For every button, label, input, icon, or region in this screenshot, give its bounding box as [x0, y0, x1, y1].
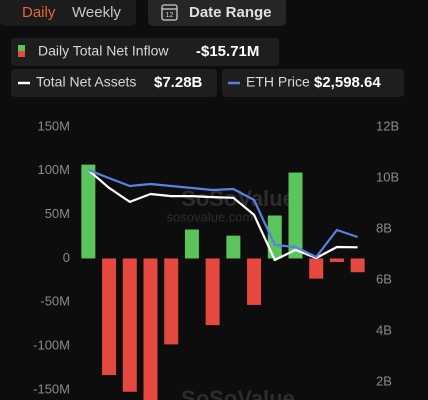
bar	[205, 258, 220, 326]
bar	[81, 164, 96, 259]
bar	[350, 258, 365, 273]
line	[87, 169, 358, 262]
watermark: SoSoValue	[181, 186, 295, 211]
legend-label[interactable]: Daily Total Net Inflow	[38, 43, 169, 59]
bar	[267, 215, 282, 259]
y-tick-label: -100M	[33, 338, 70, 353]
bar	[288, 172, 303, 259]
date-range-label[interactable]: Date Range	[189, 4, 272, 21]
bar	[309, 258, 324, 279]
bar	[102, 258, 117, 376]
bar	[122, 258, 137, 392]
bar	[184, 229, 199, 259]
bar	[329, 258, 344, 262]
line	[87, 168, 358, 259]
legend-chip	[222, 69, 404, 97]
y2-tick-label: 2B	[376, 373, 392, 388]
y2-tick-label: 12B	[376, 118, 399, 133]
y2-tick-label: 10B	[376, 169, 399, 184]
legend-chip	[11, 38, 279, 66]
y-tick-label: -150M	[33, 381, 70, 396]
watermark: SoSoValue	[181, 386, 295, 400]
date-range-button[interactable]	[148, 0, 286, 26]
y-tick-label: 0	[63, 250, 70, 265]
bar	[226, 235, 241, 259]
y-tick-label: 100M	[37, 162, 70, 177]
legend-label[interactable]: ETH Price	[246, 74, 310, 90]
y2-tick-label: 4B	[376, 322, 392, 337]
legend-value: $7.28B	[154, 74, 203, 91]
bar	[143, 258, 158, 400]
tab-group	[0, 0, 136, 26]
tab-weekly[interactable]: Weekly	[72, 4, 121, 21]
bar	[247, 258, 262, 305]
plot-area	[81, 164, 365, 400]
calendar-icon: 12	[161, 4, 178, 21]
y-tick-label: 150M	[37, 118, 70, 133]
legend-value: $2,598.64	[314, 74, 381, 91]
y2-tick-label: 8B	[376, 220, 392, 235]
legend-marker	[18, 51, 25, 57]
bar	[164, 258, 179, 345]
legend-chip	[11, 69, 217, 97]
y-tick-label: -50M	[40, 294, 70, 309]
tab-daily[interactable]: Daily	[22, 4, 56, 21]
watermark: sosovalue.com	[167, 209, 254, 224]
y-tick-label: 50M	[45, 206, 70, 221]
legend-marker	[18, 45, 25, 51]
legend-label[interactable]: Total Net Assets	[36, 74, 136, 90]
y2-tick-label: 6B	[376, 271, 392, 286]
legend-value: -$15.71M	[196, 43, 259, 60]
svg-text:12: 12	[166, 12, 174, 19]
